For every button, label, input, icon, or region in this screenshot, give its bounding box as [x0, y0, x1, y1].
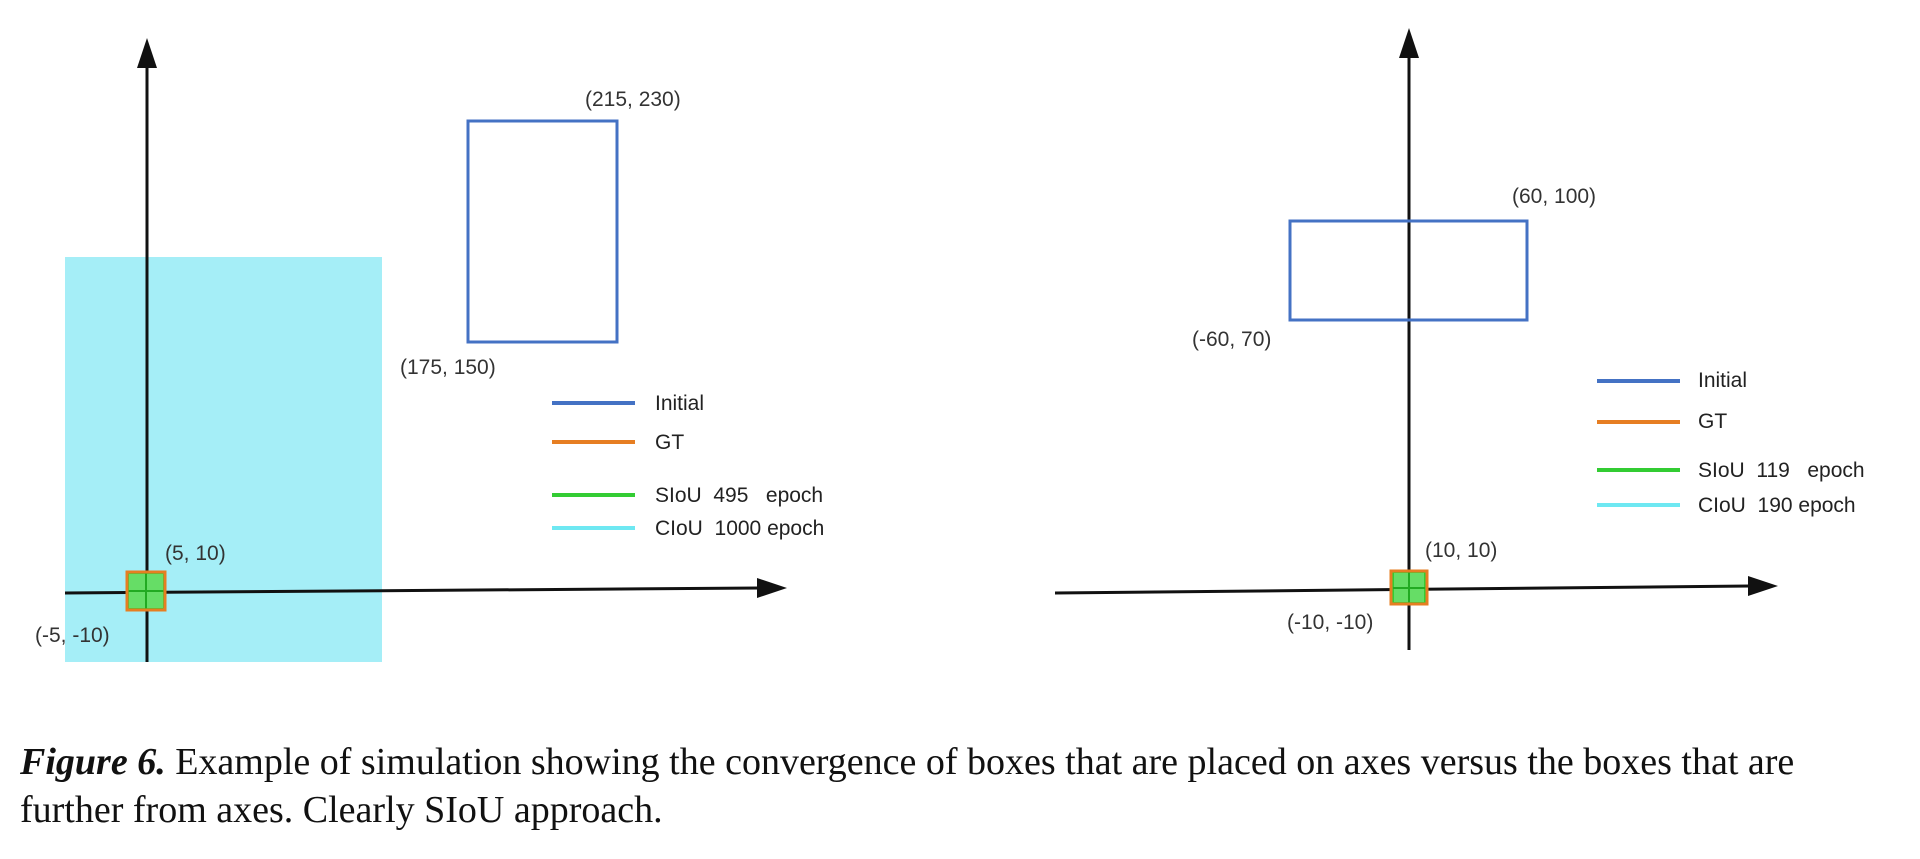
left-legend: Initial GT SIoU 495 epoch CIoU 1000 epoc…: [552, 392, 824, 540]
left-legend-initial-label: Initial: [655, 392, 704, 415]
right-panel: (60, 100) (-60, 70) (10, 10) (-10, -10) …: [1054, 28, 1865, 650]
left-y-axis-arrow: [137, 38, 157, 68]
left-x-axis: [64, 586, 761, 595]
left-legend-siou-label: SIoU 495 epoch: [655, 484, 823, 507]
left-ciou-box: [65, 257, 382, 662]
right-gt-box: [1389, 569, 1429, 606]
right-legend-siou-label: SIoU 119 epoch: [1698, 459, 1865, 482]
right-gt-bottom-left-label: (-10, -10): [1287, 611, 1373, 634]
right-gt-top-right-label: (10, 10): [1425, 539, 1497, 562]
right-legend-ciou-label: CIoU 190 epoch: [1698, 494, 1856, 517]
right-legend: Initial GT SIoU 119 epoch CIoU 190 epoch: [1597, 369, 1865, 517]
left-initial-bottom-left-label: (175, 150): [400, 356, 496, 379]
right-initial-bottom-left-label: (-60, 70): [1192, 328, 1271, 351]
left-initial-top-right-label: (215, 230): [585, 88, 681, 111]
left-legend-ciou-label: CIoU 1000 epoch: [655, 517, 824, 540]
right-legend-gt-label: GT: [1698, 410, 1727, 433]
left-panel: (215, 230) (175, 150) (5, 10) (-5, -10) …: [35, 38, 824, 662]
right-y-axis-arrow: [1399, 28, 1419, 58]
left-gt-bottom-left-label: (-5, -10): [35, 624, 110, 647]
left-gt-top-right-label: (5, 10): [165, 542, 226, 565]
figure-caption: Figure 6. Example of simulation showing …: [20, 738, 1900, 834]
right-legend-initial-label: Initial: [1698, 369, 1747, 392]
figure-caption-label: Figure 6.: [20, 741, 166, 783]
right-x-axis-arrow: [1748, 576, 1778, 596]
figure-diagram: (215, 230) (175, 150) (5, 10) (-5, -10) …: [35, 28, 1865, 662]
left-initial-box: [466, 119, 619, 344]
left-x-axis-arrow: [757, 578, 787, 598]
left-gt-box: [125, 570, 167, 612]
right-initial-top-right-label: (60, 100): [1512, 185, 1596, 208]
right-initial-box: [1288, 219, 1529, 322]
left-legend-gt-label: GT: [655, 431, 684, 454]
figure-caption-text: Example of simulation showing the conver…: [20, 741, 1795, 831]
